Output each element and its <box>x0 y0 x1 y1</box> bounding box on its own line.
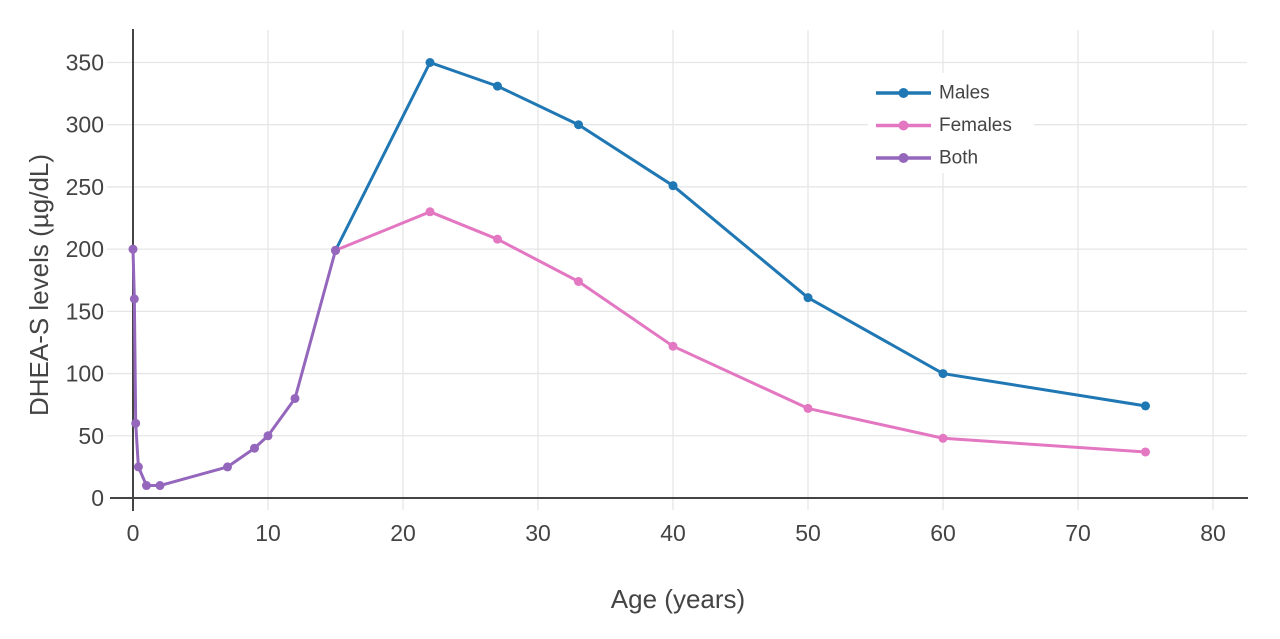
series-line-males <box>334 60 1147 408</box>
legend: Males Females Both <box>868 73 1034 173</box>
legend-marker <box>898 153 909 163</box>
data-point-both <box>223 462 232 472</box>
data-point-females <box>425 207 435 217</box>
data-point-both <box>129 294 139 304</box>
data-point-males <box>938 369 948 379</box>
y-tick-label: 200 <box>66 236 104 262</box>
x-tick-label: 40 <box>660 520 686 546</box>
y-tick-label: 300 <box>66 112 104 138</box>
x-tick-label: 50 <box>795 520 821 546</box>
x-tick-label: 10 <box>255 520 281 546</box>
x-tick-label: 80 <box>1200 520 1226 546</box>
x-axis-title: Age (years) <box>611 584 745 614</box>
x-tick-label: 60 <box>930 520 956 546</box>
data-point-both <box>128 244 138 254</box>
data-point-females <box>938 433 948 443</box>
data-point-females <box>803 403 813 413</box>
data-point-males <box>668 181 678 191</box>
legend-label: Both <box>939 148 978 169</box>
legend-marker <box>898 88 909 98</box>
y-axis-title: DHEA-S levels (µg/dL) <box>24 154 54 416</box>
data-point-both <box>290 393 300 403</box>
legend-label: Males <box>939 83 990 104</box>
data-point-both <box>142 481 151 491</box>
y-tick-label: 250 <box>66 174 104 200</box>
y-tick-label: 100 <box>66 361 104 387</box>
x-tick-label: 70 <box>1065 520 1091 546</box>
data-point-both <box>263 431 273 441</box>
x-tick-label: 20 <box>390 520 416 546</box>
legend-item-females[interactable]: Females <box>876 115 1012 136</box>
data-point-females <box>493 234 502 244</box>
data-point-males <box>803 293 813 303</box>
legend-item-males[interactable]: Males <box>876 83 990 104</box>
gridlines <box>107 30 1247 510</box>
data-point-males <box>574 120 583 130</box>
data-point-both <box>133 462 143 472</box>
y-tick-label: 0 <box>91 485 104 511</box>
data-point-males <box>425 57 435 67</box>
series-males <box>331 57 1150 411</box>
series-females <box>331 207 1150 457</box>
y-tick-label: 50 <box>78 423 104 449</box>
data-point-males <box>1141 401 1150 411</box>
legend-marker <box>898 120 909 131</box>
data-point-both <box>250 443 259 453</box>
data-point-males <box>493 81 502 91</box>
data-point-females <box>574 276 583 286</box>
tick-labels: 0 10 20 30 40 50 60 70 80 0 50 100 150 200 250 300 350 <box>66 49 1226 546</box>
data-point-both <box>155 481 165 491</box>
legend-label: Females <box>939 115 1012 136</box>
series-line-females <box>334 210 1147 454</box>
plot-series <box>128 57 1150 491</box>
x-tick-label: 30 <box>525 520 551 546</box>
data-point-both <box>131 418 141 428</box>
data-point-both <box>331 245 340 255</box>
y-tick-label: 150 <box>66 298 104 324</box>
series-both <box>128 244 340 491</box>
y-tick-label: 350 <box>66 49 104 75</box>
x-tick-label: 0 <box>127 520 140 546</box>
data-point-females <box>1141 447 1150 457</box>
legend-item-both[interactable]: Both <box>876 148 978 169</box>
series-line-both <box>131 247 337 488</box>
data-point-females <box>668 341 678 351</box>
